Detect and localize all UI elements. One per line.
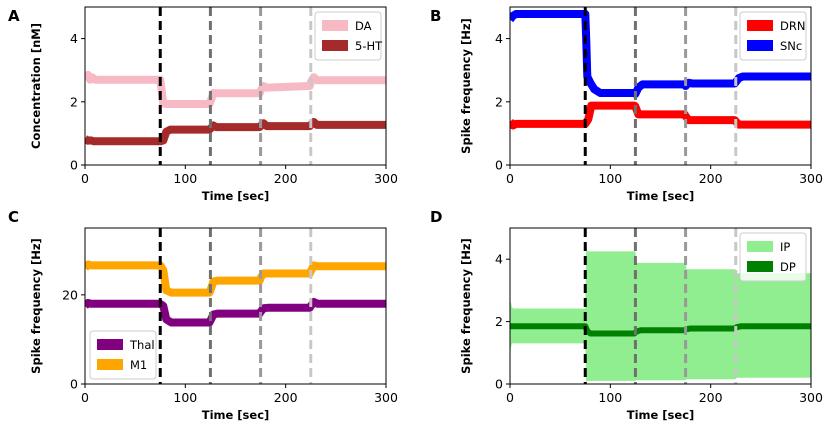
- legend-label: Thal: [129, 338, 155, 352]
- y-axis-label: Concentration [nM]: [29, 23, 43, 149]
- x-tick-label: 0: [506, 390, 514, 405]
- legend-swatch-5-ht: [322, 40, 348, 51]
- legend-swatch-thal: [97, 339, 123, 350]
- y-tick-label: 2: [495, 314, 503, 329]
- x-tick-label: 0: [506, 171, 514, 186]
- x-tick-label: 200: [274, 171, 298, 186]
- y-tick-label: 4: [495, 252, 503, 267]
- legend-swatch-dp: [747, 261, 773, 272]
- axes-frame: [84, 6, 387, 166]
- legend-swatch-da: [322, 20, 348, 31]
- x-axis-label: Time [sec]: [627, 408, 695, 422]
- legend-swatch-snc: [747, 40, 773, 51]
- x-tick-label: 100: [173, 171, 197, 186]
- panel-letter: D: [430, 208, 442, 226]
- legend-label: DP: [780, 260, 796, 274]
- series-thal-line: [85, 298, 386, 327]
- y-tick-label: 2: [495, 94, 503, 109]
- x-tick-label: 0: [81, 390, 89, 405]
- x-tick-label: 200: [699, 390, 723, 405]
- y-tick-label: 4: [70, 31, 78, 46]
- series-m1-line: [85, 260, 386, 297]
- x-axis-label: Time [sec]: [627, 189, 695, 203]
- series-drn-line: [510, 101, 811, 130]
- x-axis-label: Time [sec]: [202, 189, 270, 203]
- series-da-line: [85, 70, 386, 108]
- legend: Thal M1: [89, 330, 157, 380]
- panel-letter: A: [8, 7, 20, 25]
- y-tick-label: 0: [495, 377, 503, 392]
- legend-swatch-ip: [747, 241, 773, 252]
- x-tick-label: 300: [799, 171, 823, 186]
- axes-frame: [84, 227, 387, 385]
- y-tick-label: 0: [70, 158, 78, 173]
- x-tick-label: 200: [274, 390, 298, 405]
- legend-label: 5-HT: [355, 39, 383, 53]
- legend-box: [739, 232, 807, 282]
- legend-label: DRN: [780, 19, 805, 33]
- y-axis-label: Spike frequency [Hz]: [459, 18, 473, 154]
- x-tick-label: 300: [374, 171, 398, 186]
- y-tick-label: 0: [495, 158, 503, 173]
- x-axis-label: Time [sec]: [202, 408, 270, 422]
- plot-area: [85, 70, 386, 146]
- y-axis-label: Spike frequency [Hz]: [29, 238, 43, 374]
- x-tick-label: 300: [374, 390, 398, 405]
- panel-c: 0 100 200 300 0 20 Time [sec] Spike frequency […: [8, 208, 398, 422]
- legend: IP DP: [739, 232, 807, 282]
- y-tick-label: 4: [495, 31, 503, 46]
- axes-frame: [509, 6, 812, 166]
- x-tick-label: 0: [81, 171, 89, 186]
- y-tick-label: 2: [70, 94, 78, 109]
- series-5-ht-line: [85, 118, 386, 146]
- x-tick-label: 100: [598, 171, 622, 186]
- panel-letter: C: [8, 208, 19, 226]
- y-axis-label: Spike frequency [Hz]: [459, 238, 473, 374]
- plot-area: [85, 260, 386, 327]
- x-tick-label: 200: [699, 171, 723, 186]
- legend-label: DA: [355, 19, 372, 33]
- legend: DRN SNc: [739, 11, 807, 61]
- panel-d: 0 100 200 300 0 2 4 Time [sec] Spike frequency […: [430, 208, 823, 422]
- legend-label: IP: [780, 240, 790, 254]
- axes-frame: [509, 227, 812, 385]
- legend: DA 5-HT: [314, 11, 383, 61]
- y-tick-label: 0: [70, 377, 78, 392]
- panel-letter: B: [430, 7, 441, 25]
- legend-label: SNc: [780, 39, 802, 53]
- panel-a: 0 100 200 300 0 2 4 Time [sec] Concentration [nM…: [8, 6, 398, 203]
- legend-swatch-drn: [747, 20, 773, 31]
- y-tick-label: 20: [62, 287, 78, 302]
- legend-label: M1: [130, 358, 147, 372]
- x-tick-label: 300: [799, 390, 823, 405]
- x-tick-label: 100: [173, 390, 197, 405]
- x-tick-label: 100: [598, 390, 622, 405]
- panel-b: 0 100 200 300 0 2 4 Time [sec] Spike frequency […: [430, 6, 823, 203]
- legend-swatch-m1: [97, 359, 123, 370]
